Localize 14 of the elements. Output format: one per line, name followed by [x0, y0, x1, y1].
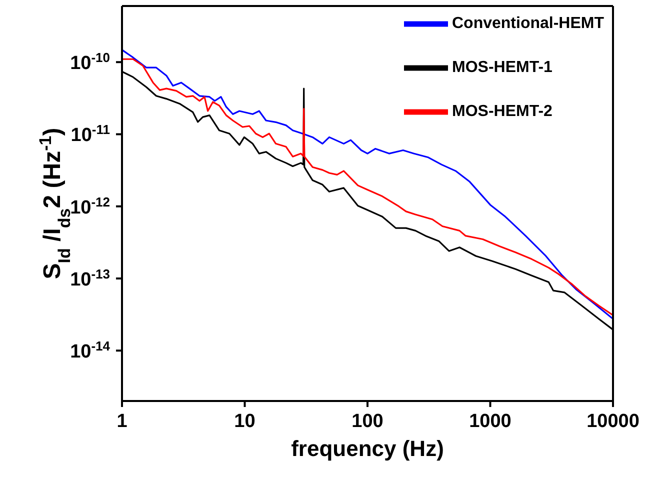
x-tick-label: 1000	[469, 411, 512, 432]
y-tick-label: 10$^{-14}$	[70, 338, 111, 363]
legend-label: Conventional-HEMT	[452, 15, 604, 32]
x-tick-label: 10	[234, 411, 256, 432]
legend-label: MOS-HEMT-2	[452, 103, 552, 120]
y-tick-label: 10$^{-10}$	[70, 50, 110, 74]
y-tick-label: 10$^{-11}$	[70, 122, 110, 146]
x-tick-label: 100	[352, 411, 384, 432]
x-axis-title: frequency (Hz)	[291, 436, 444, 461]
y-tick-label: 10$^{-13}$	[70, 266, 110, 290]
x-tick-label: 10000	[586, 411, 640, 432]
x-tick-label: 1	[116, 411, 128, 432]
y-tick-label: 10$^{-12}$	[70, 194, 110, 218]
legend-label: MOS-HEMT-1	[452, 59, 552, 76]
